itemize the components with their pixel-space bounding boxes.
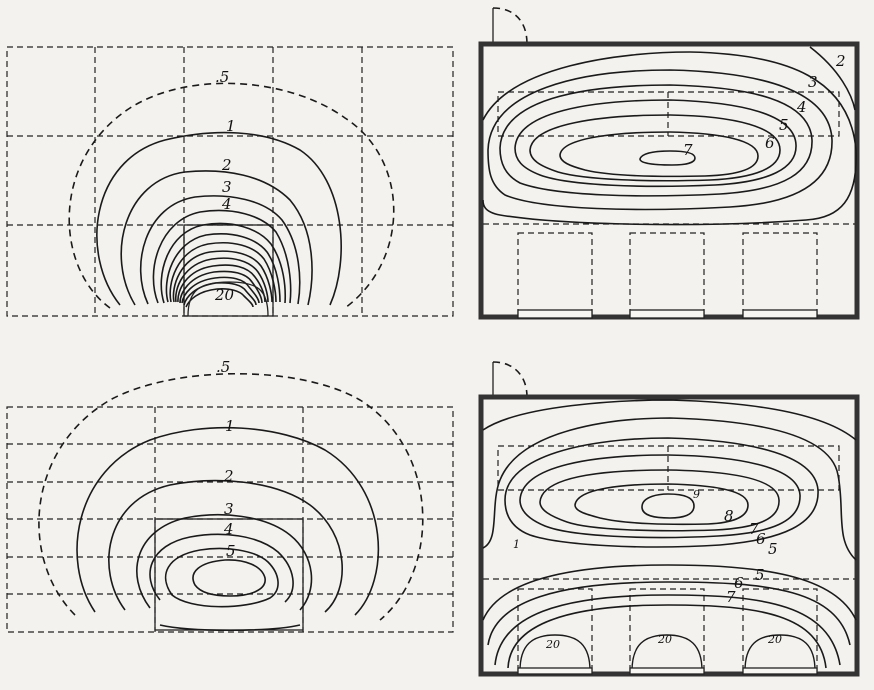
panel-top-right: 2 3 4 5 6 7 [478, 7, 860, 320]
isolux-label: 1 [226, 117, 236, 135]
isolux-label: 4 [223, 520, 234, 538]
isolux-label: 5 [755, 566, 765, 584]
windows-top-right [517, 232, 818, 319]
isolux-label: 3 [224, 500, 234, 518]
door-bottom-right [492, 361, 528, 398]
isolux-label: 7 [749, 520, 759, 538]
isolux-label: 3 [222, 178, 232, 196]
isolux-curves-bottom-left [38, 373, 424, 632]
panel-bottom-right: 9 8 7 6 5 1 5 6 7 20 20 20 [478, 361, 860, 677]
isolux-label: 9 [693, 488, 700, 501]
isolux-label: 20 [767, 633, 782, 646]
isolux-label: 7 [726, 588, 736, 606]
isolux-curves-top-right [482, 46, 857, 226]
labels-top-left: .5 1 2 3 4 20 [214, 68, 236, 304]
grid-top-left [6, 46, 454, 317]
isolux-label: 5 [226, 542, 236, 560]
isolux-label: 20 [545, 638, 560, 651]
window-arcs-bottom-right [517, 634, 818, 675]
labels-top-right: 2 3 4 5 6 7 [683, 52, 846, 159]
isolux-label: 4 [221, 195, 232, 213]
panel-bottom-left: .5 1 2 3 4 5 [6, 358, 454, 633]
isolux-label: 5 [779, 116, 789, 134]
isolux-label: 5 [768, 540, 778, 558]
isolux-label: 6 [734, 574, 744, 592]
isolux-label: 4 [796, 98, 807, 116]
source-arc-top-left [187, 281, 269, 317]
isolux-label: 2 [835, 52, 846, 70]
room-grid-bottom-right [483, 445, 855, 580]
isolux-curves-top-left [68, 82, 395, 309]
source-window-top-left [183, 224, 274, 317]
isolux-label: 8 [724, 507, 734, 525]
isolux-label: 2 [223, 467, 234, 485]
isolux-label: .5 [215, 68, 229, 86]
isolux-label: 3 [808, 73, 818, 91]
isolux-curves-bottom-right [482, 399, 857, 669]
isolux-label: 7 [683, 141, 693, 159]
isolux-label: 6 [765, 134, 775, 152]
isolux-label: .5 [216, 358, 230, 376]
door-top-right [492, 7, 528, 45]
isolux-label: 20 [657, 633, 672, 646]
isolux-label: 6 [756, 530, 766, 548]
isolux-label: 2 [221, 156, 232, 174]
isolux-label: 1 [225, 417, 235, 435]
isolux-label: 20 [214, 286, 235, 304]
labels-bottom-left: .5 1 2 3 4 5 [216, 358, 236, 560]
panel-top-left: .5 1 2 3 4 20 [6, 46, 454, 317]
isolux-label: 1 [513, 538, 520, 551]
labels-bottom-right: 9 8 7 6 5 1 5 6 7 20 20 20 [513, 488, 782, 651]
